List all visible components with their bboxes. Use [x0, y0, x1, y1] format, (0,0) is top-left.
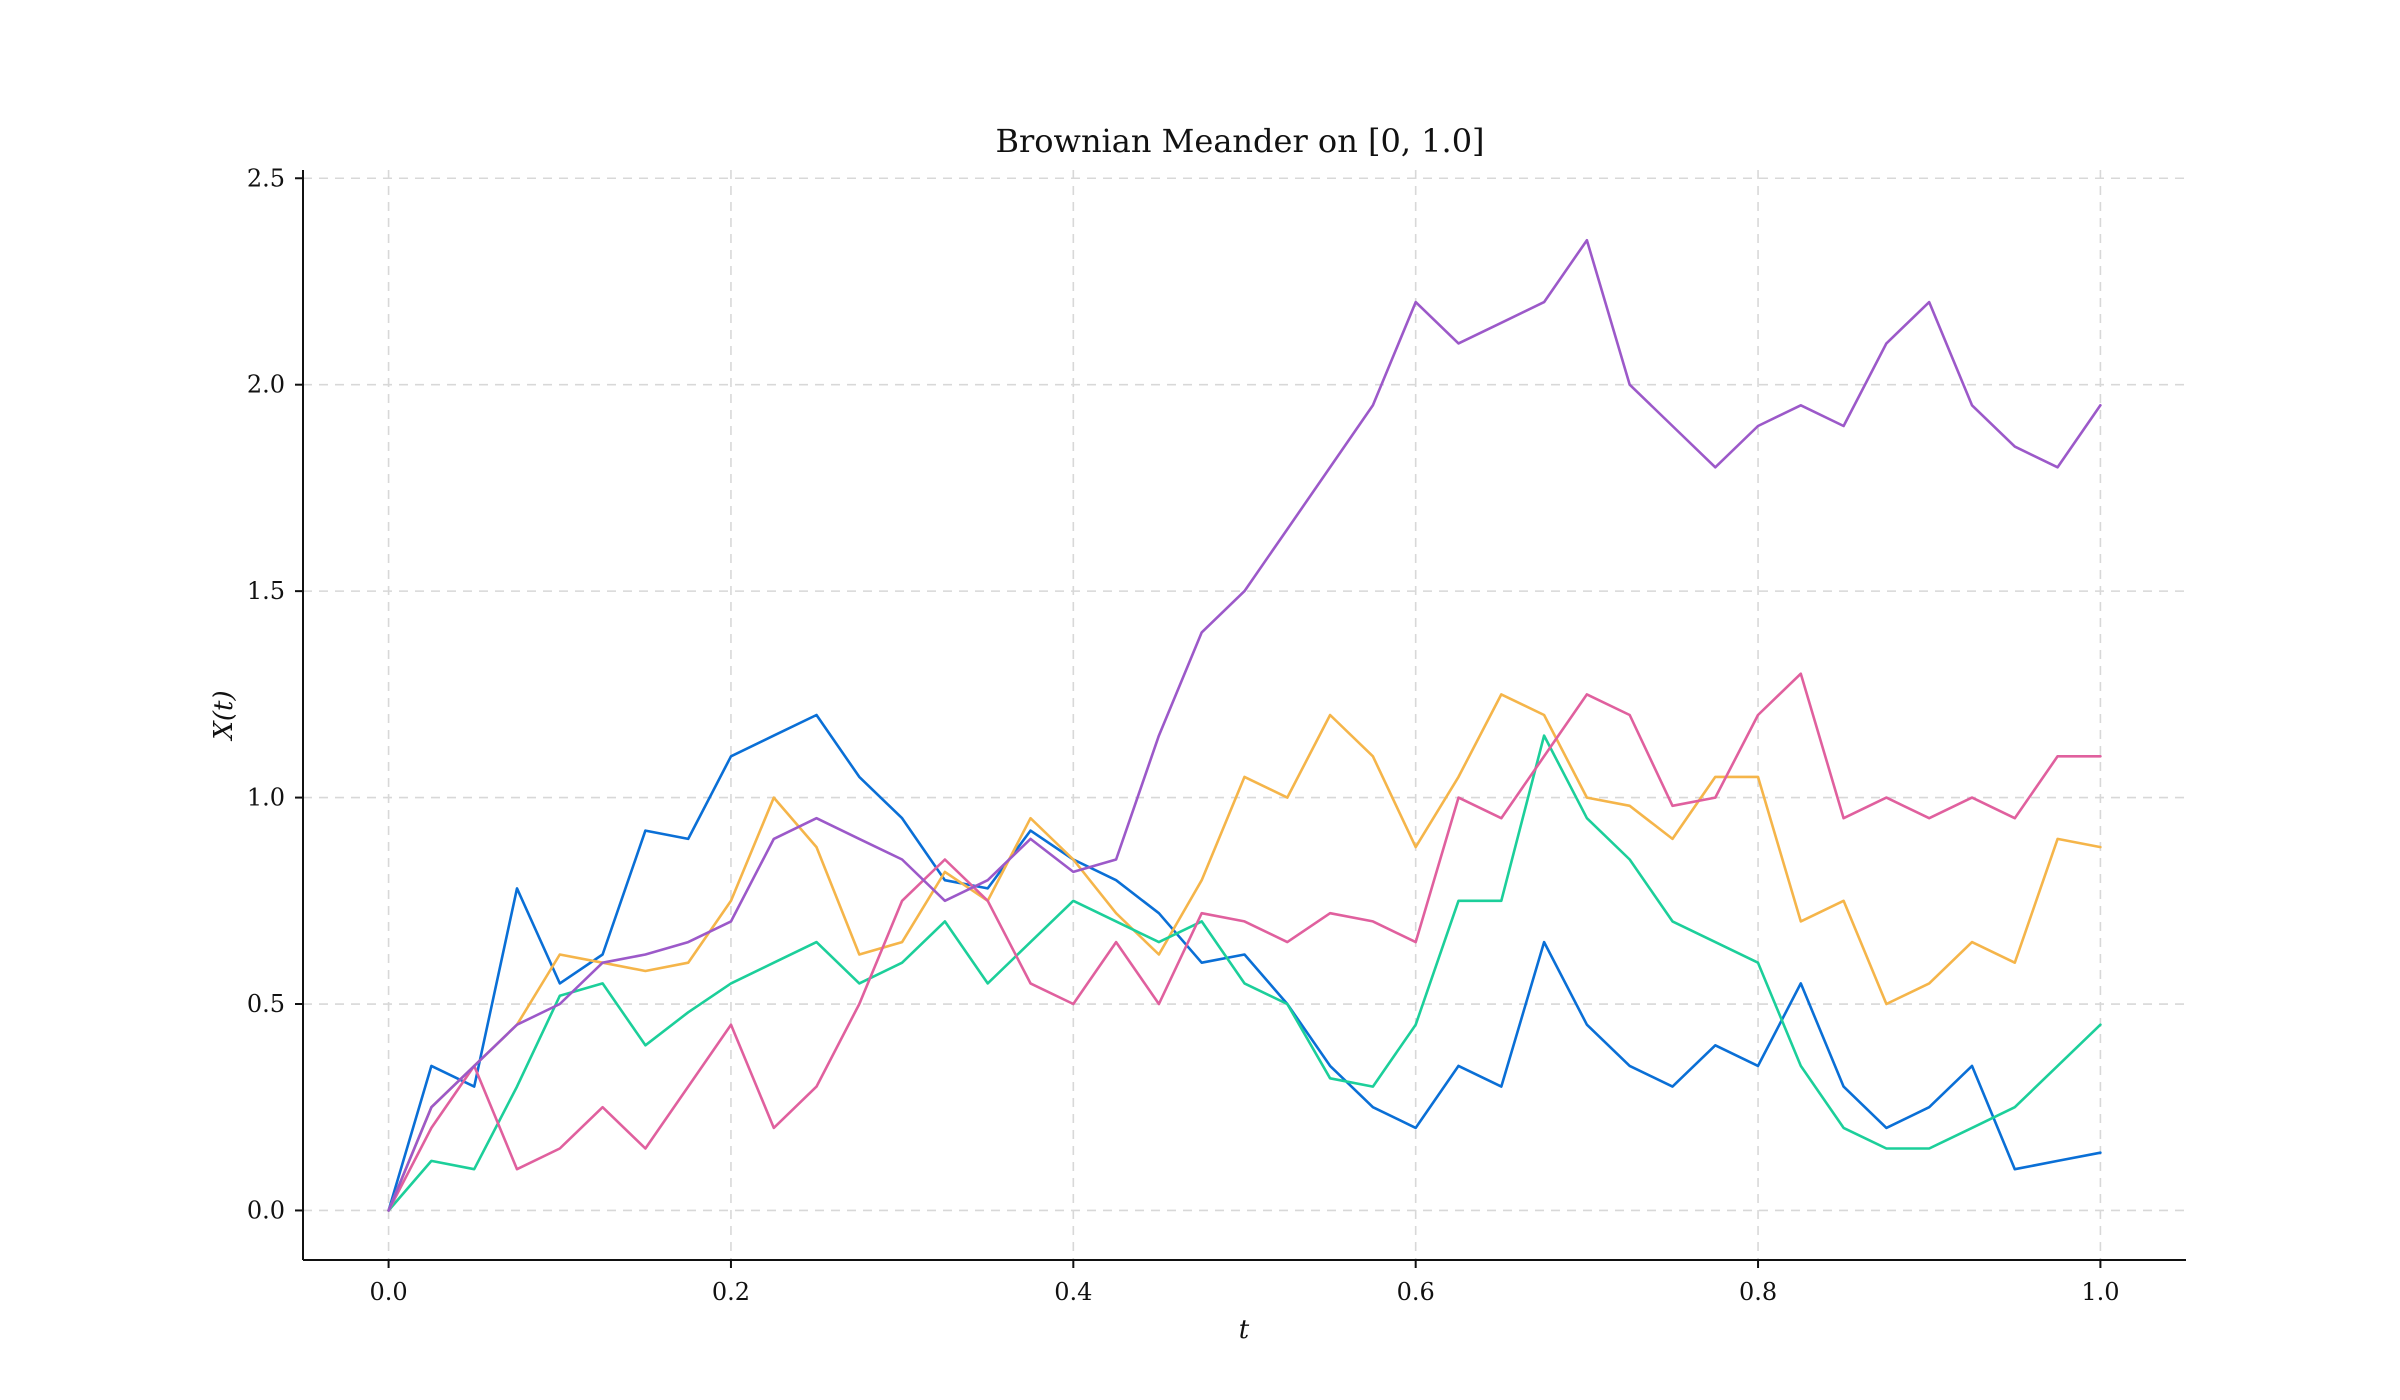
x-tick-label: 1.0 — [2081, 1278, 2119, 1306]
x-tick-label: 0.8 — [1739, 1278, 1777, 1306]
x-axis-label: t — [1239, 1315, 1250, 1345]
series-layer — [387, 238, 2102, 1212]
y-ticks: 0.0 0.5 1.0 1.5 2.0 2.5 — [247, 164, 303, 1224]
x-tick-label: 0.2 — [712, 1278, 750, 1306]
y-tick-label: 2.5 — [247, 164, 285, 192]
series-line-2 — [387, 693, 2102, 1212]
x-tick-label: 0.6 — [1397, 1278, 1435, 1306]
series-line-4 — [387, 672, 2102, 1212]
y-tick-label: 1.5 — [247, 577, 285, 605]
x-tick-label: 0.4 — [1054, 1278, 1092, 1306]
grid — [303, 170, 2186, 1260]
y-tick-label: 1.0 — [247, 784, 285, 812]
y-tick-label: 0.5 — [247, 990, 285, 1018]
x-tick-label: 0.0 — [370, 1278, 408, 1306]
y-axis-label: X(t) — [209, 690, 239, 741]
y-tick-label: 2.0 — [247, 371, 285, 399]
y-tick-label: 0.0 — [247, 1196, 285, 1224]
axes — [302, 170, 2186, 1261]
series-line-5 — [387, 238, 2102, 1212]
series-line-3 — [387, 734, 2102, 1212]
x-ticks: 0.0 0.2 0.4 0.6 0.8 1.0 — [370, 1260, 2119, 1306]
chart-title: Brownian Meander on [0, 1.0] — [995, 122, 1484, 160]
series-line-1 — [387, 713, 2102, 1212]
